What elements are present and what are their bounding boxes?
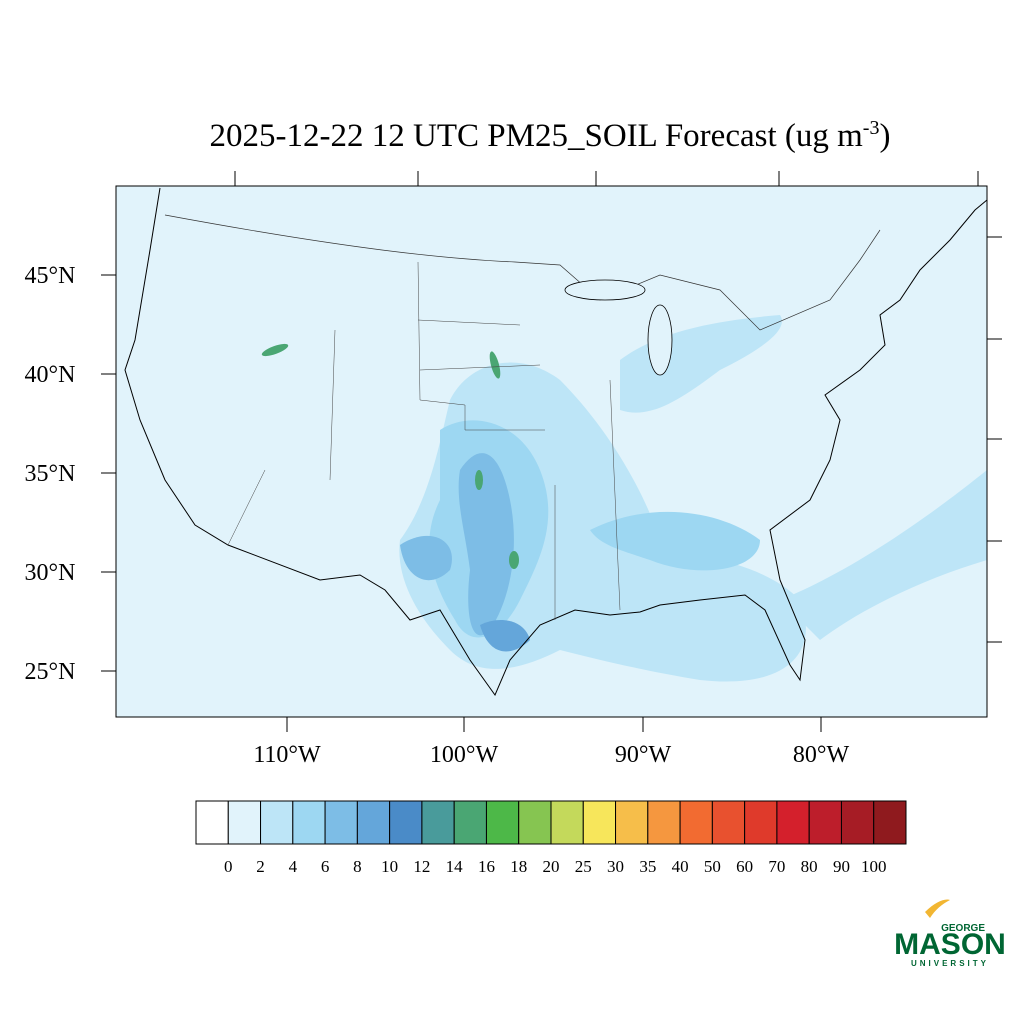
title: 2025-12-22 12 UTC PM25_SOIL Forecast (ug…	[210, 117, 891, 154]
colorbar-box	[776, 800, 810, 845]
colorbar-box	[421, 800, 455, 845]
colorbar-box	[744, 800, 778, 845]
concentration-area	[400, 535, 452, 581]
lat-label: 35°N	[25, 461, 76, 487]
concentration-area	[590, 511, 760, 571]
colorbar-label: 8	[353, 857, 362, 876]
concentration-spot	[489, 351, 501, 379]
colorbar-label: 14	[446, 857, 464, 876]
colorbar-box	[324, 800, 358, 845]
lon-label: 110°W	[253, 742, 321, 768]
colorbar-label: 2	[256, 857, 265, 876]
colorbar-label: 10	[381, 857, 398, 876]
colorbar-box	[711, 800, 746, 845]
logo-flame	[925, 899, 950, 918]
lon-label: 100°W	[430, 742, 499, 768]
colorbar-box	[808, 800, 842, 845]
colorbar-label: 16	[478, 857, 495, 876]
colorbar-label: 80	[801, 857, 818, 876]
colorbar-box	[550, 800, 584, 845]
colorbar-label: 50	[704, 857, 721, 876]
lat-label: 25°N	[25, 659, 76, 685]
concentration-spot	[509, 551, 519, 569]
colorbar-box	[260, 800, 294, 845]
colorbar-box	[453, 800, 487, 845]
lon-label: 80°W	[793, 742, 850, 768]
concentration-spot	[475, 470, 483, 490]
unlabeled-ticks	[234, 171, 1002, 643]
title-main: 2025-12-22 12 UTC PM25_SOIL Forecast (ug…	[210, 118, 864, 154]
colorbar-label: 40	[672, 857, 689, 876]
logo: GEORGE MASON UNIVERSITY	[894, 899, 1006, 968]
colorbar-label: 0	[224, 857, 233, 876]
concentration-spot	[261, 343, 289, 357]
colorbar-box	[195, 800, 229, 845]
lat-label: 40°N	[25, 362, 76, 388]
colorbar-label: 6	[321, 857, 330, 876]
border	[164, 214, 881, 331]
lake	[647, 304, 673, 376]
lat-label: 45°N	[25, 263, 76, 289]
colorbar-box	[356, 800, 391, 845]
colorbar-label: 100	[861, 857, 887, 876]
colorbar-label: 25	[575, 857, 592, 876]
colorbar-box	[582, 800, 617, 845]
colorbar-label: 12	[413, 857, 430, 876]
state-lines	[227, 261, 621, 620]
colorbar-label: 60	[736, 857, 753, 876]
colorbar-box	[292, 800, 326, 845]
map-field	[116, 186, 987, 717]
colorbar-box	[518, 800, 552, 845]
colorbar-label: 90	[833, 857, 850, 876]
axis-labels: 45°N 40°N 35°N 30°N 25°N 110°W 100°W 90°W 80°W	[25, 263, 850, 768]
colorbar-box	[615, 800, 649, 845]
colorbar-label: 35	[639, 857, 656, 876]
logo-top: GEORGE	[941, 923, 985, 934]
colorbar-label: 18	[510, 857, 527, 876]
lat-label: 30°N	[25, 560, 76, 586]
coastline	[124, 187, 987, 697]
colorbar-label: 4	[289, 857, 298, 876]
concentration-area	[780, 470, 987, 640]
map-frame	[115, 185, 988, 718]
concentration-area	[458, 453, 514, 636]
concentration-area	[480, 620, 530, 652]
colorbar: 0 2 4 6 8 10 12 14 16 18 20 25 30 35 40 50 60 70 80 90 100	[195, 800, 907, 876]
colorbar-label: 70	[768, 857, 785, 876]
title-superscript: -3	[863, 117, 880, 139]
logo-bottom: UNIVERSITY	[911, 959, 989, 968]
colorbar-box	[873, 800, 907, 845]
colorbar-box	[485, 800, 520, 845]
colorbar-label: 20	[543, 857, 560, 876]
colorbar-box	[647, 800, 681, 845]
colorbar-box	[389, 800, 423, 845]
colorbar-box	[679, 800, 713, 845]
lon-label: 90°W	[615, 742, 672, 768]
lake	[564, 279, 646, 301]
colorbar-box	[840, 800, 875, 845]
title-end: )	[879, 118, 890, 154]
logo-main: MASON	[894, 928, 1006, 961]
colorbar-box	[227, 800, 262, 845]
colorbar-label: 30	[607, 857, 624, 876]
